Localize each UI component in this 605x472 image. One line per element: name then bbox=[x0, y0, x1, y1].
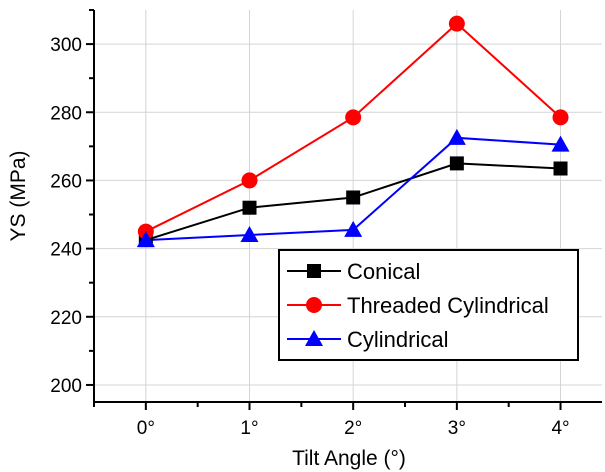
y-tick-label: 220 bbox=[50, 308, 82, 329]
legend-label: Threaded Cylindrical bbox=[347, 293, 549, 318]
x-tick-label: 2° bbox=[344, 418, 362, 439]
data-point bbox=[242, 200, 257, 215]
y-axis-title: YS (MPa) bbox=[7, 150, 30, 241]
x-tick-label: 1° bbox=[240, 418, 258, 439]
data-point bbox=[447, 128, 466, 145]
data-point bbox=[345, 109, 362, 126]
x-tick-label: 4° bbox=[551, 418, 569, 439]
data-point bbox=[448, 15, 465, 32]
data-point bbox=[346, 190, 361, 205]
data-point bbox=[136, 231, 155, 248]
data-point bbox=[241, 172, 258, 189]
legend-marker bbox=[306, 297, 322, 313]
grid bbox=[94, 10, 602, 402]
x-axis-title: Tilt Angle (°) bbox=[292, 447, 406, 470]
y-tick-label: 280 bbox=[50, 103, 82, 124]
legend-marker bbox=[307, 264, 321, 278]
legend: Conical Threaded Cylindrical Cylindrical bbox=[278, 249, 579, 361]
data-point bbox=[449, 156, 464, 171]
legend-label: Cylindrical bbox=[347, 327, 448, 352]
plot-frame bbox=[93, 10, 602, 403]
series-layer bbox=[136, 15, 570, 248]
data-point bbox=[551, 135, 570, 152]
y-tick-label: 260 bbox=[50, 171, 82, 192]
legend-label: Conical bbox=[347, 259, 420, 284]
data-point bbox=[240, 225, 259, 242]
data-point bbox=[344, 220, 363, 237]
data-point bbox=[553, 161, 568, 176]
y-tick-label: 240 bbox=[50, 240, 82, 261]
y-tick-label: 300 bbox=[50, 35, 82, 56]
y-tick-label: 200 bbox=[50, 376, 82, 397]
legend-marker bbox=[305, 330, 323, 346]
x-tick-label: 3° bbox=[448, 418, 466, 439]
axis-ticks: 0° 1° 2° 3° 4° 200 220 240 260 280 300 bbox=[50, 9, 570, 439]
x-tick-label: 0° bbox=[137, 418, 155, 439]
data-point bbox=[552, 109, 569, 126]
